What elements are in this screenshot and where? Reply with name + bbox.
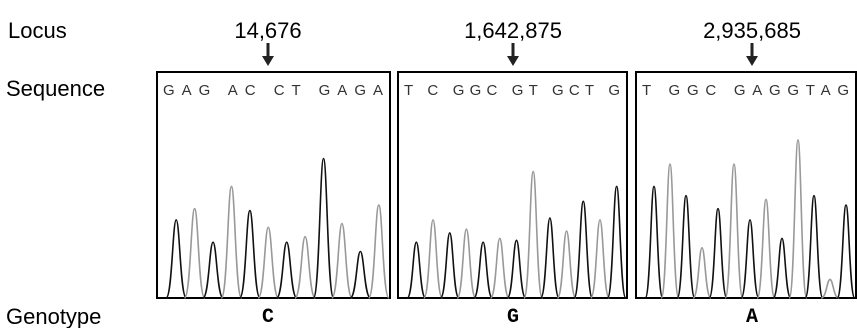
- arrow-head: [262, 56, 274, 66]
- arrow-head: [746, 56, 758, 66]
- chromatogram-box: [157, 72, 390, 298]
- locus-label: 2,935,685: [703, 18, 801, 43]
- row-label: Sequence: [6, 76, 105, 101]
- figure: Locus Sequence Genotype 14,676GAG AC CT …: [0, 0, 857, 328]
- locus-label: 14,676: [234, 18, 301, 43]
- genotype-letter: G: [507, 306, 519, 328]
- row-label: Locus: [8, 18, 67, 43]
- row-label: Genotype: [6, 304, 101, 328]
- locus-label: 1,642,875: [464, 18, 562, 43]
- arrow-head: [507, 56, 519, 66]
- sequence-text: T C GGC GT GCT G: [404, 82, 621, 99]
- genotype-letter: A: [746, 306, 758, 328]
- genotype-letter: C: [262, 306, 274, 328]
